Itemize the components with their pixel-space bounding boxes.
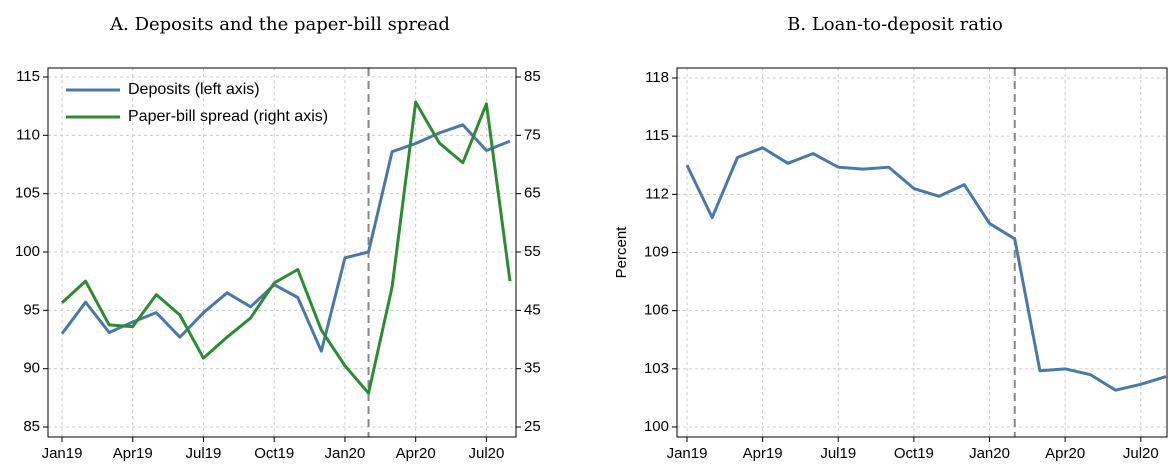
x-tick-label: Apr20 bbox=[1045, 445, 1085, 462]
y-tick-label: 106 bbox=[644, 302, 669, 319]
chart-title: B. Loan-to-deposit ratio bbox=[787, 14, 1003, 35]
x-tick-label: Jul19 bbox=[820, 445, 856, 462]
series-line bbox=[60, 123, 511, 353]
chart-title: A. Deposits and the paper-bill spread bbox=[109, 14, 450, 35]
x-tick-label: Jul20 bbox=[1123, 445, 1159, 462]
y-tick-label: 109 bbox=[644, 243, 669, 260]
y-tick-label: 112 bbox=[645, 185, 669, 202]
y-tick-label: 103 bbox=[644, 360, 669, 377]
x-tick-label: Apr19 bbox=[743, 445, 783, 462]
y-axis-label: Percent bbox=[613, 226, 630, 279]
y-tick-label: 115 bbox=[16, 68, 40, 85]
plot-frame bbox=[47, 67, 517, 438]
x-tick-label: Jan19 bbox=[42, 445, 83, 462]
y2-tick-label: 65 bbox=[524, 185, 541, 202]
y-tick-label: 100 bbox=[15, 243, 40, 260]
x-tick-label: Jul19 bbox=[186, 445, 222, 462]
legend-label: Deposits (left axis) bbox=[128, 81, 260, 98]
y-tick-label: 110 bbox=[16, 126, 40, 143]
y2-tick-label: 55 bbox=[524, 243, 541, 260]
x-tick-label: Oct19 bbox=[254, 445, 294, 462]
x-tick-label: Jan19 bbox=[667, 445, 708, 462]
y2-tick-label: 35 bbox=[524, 360, 541, 377]
y-tick-label: 95 bbox=[23, 301, 40, 318]
y-tick-label: 118 bbox=[645, 69, 669, 86]
plot-frame bbox=[676, 67, 1168, 438]
x-tick-label: Jan20 bbox=[325, 445, 366, 462]
x-tick-label: Apr20 bbox=[396, 445, 436, 462]
y-tick-label: 105 bbox=[15, 185, 40, 202]
series-line bbox=[685, 146, 1167, 392]
x-tick-label: Jul20 bbox=[468, 445, 504, 462]
series-line bbox=[60, 100, 512, 395]
x-tick-label: Apr19 bbox=[113, 445, 153, 462]
y-tick-label: 100 bbox=[644, 418, 669, 435]
y-tick-label: 85 bbox=[23, 418, 40, 435]
y-tick-label: 115 bbox=[645, 127, 669, 144]
y2-tick-label: 45 bbox=[524, 301, 541, 318]
legend-label: Paper-bill spread (right axis) bbox=[128, 108, 328, 125]
y2-tick-label: 85 bbox=[524, 68, 541, 85]
x-tick-label: Oct19 bbox=[894, 445, 934, 462]
y2-tick-label: 75 bbox=[524, 126, 541, 143]
y-tick-label: 90 bbox=[23, 360, 40, 377]
x-tick-label: Jan20 bbox=[969, 445, 1010, 462]
y2-tick-label: 25 bbox=[524, 418, 541, 435]
